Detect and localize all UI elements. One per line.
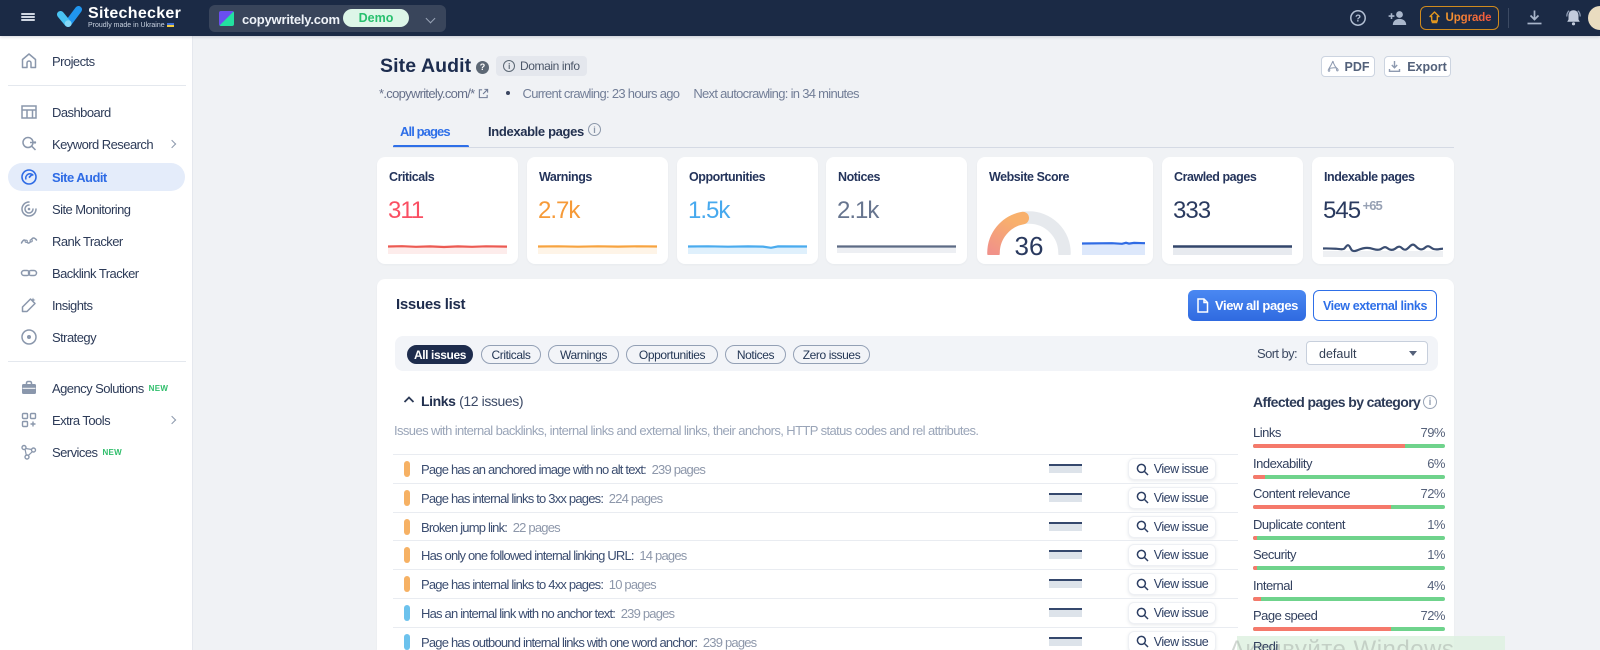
svg-text:?: ? — [1355, 14, 1361, 25]
